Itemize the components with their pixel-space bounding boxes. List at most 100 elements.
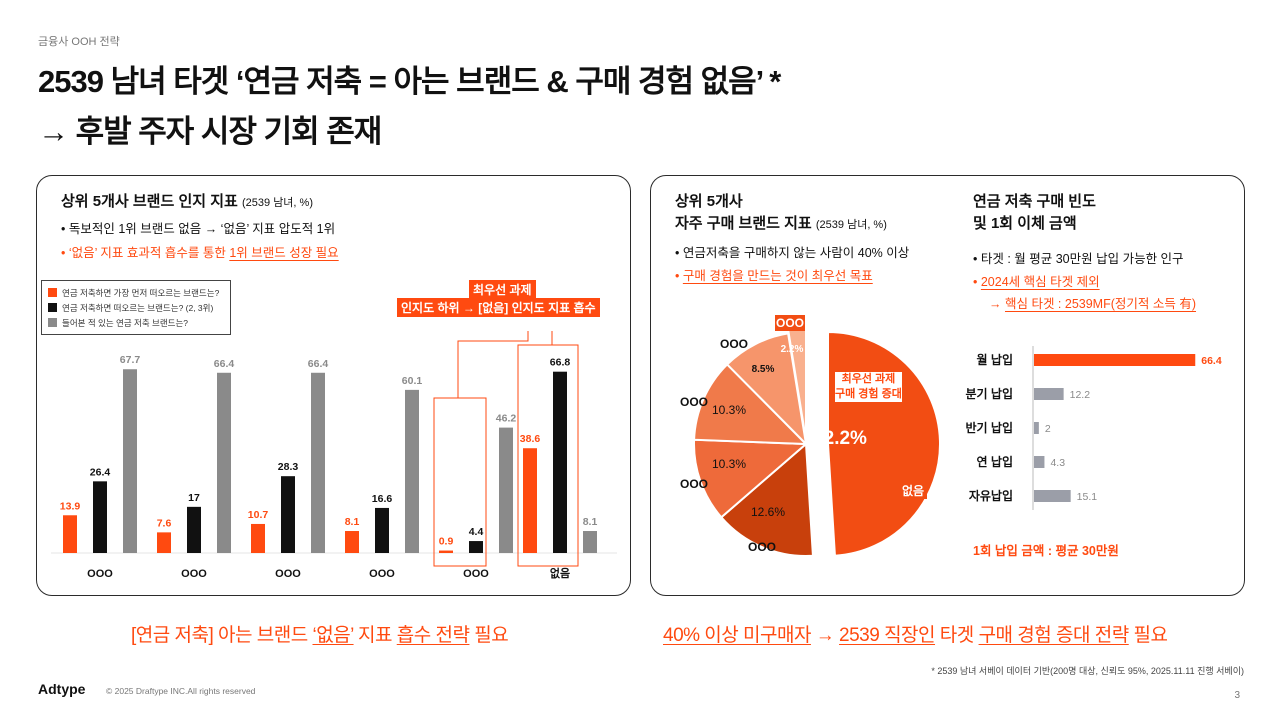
callout-line2: 인지도 하위 → [없음] 인지도 지표 흡수 [397,298,600,317]
hbar-1 [1034,354,1196,366]
bar-value-label: 0.9 [439,536,454,548]
page-title-line1: 2539 남녀 타겟 ‘연금 저축 = 아는 브랜드 & 구매 경험 없음’ * [38,64,781,99]
bar-1-5 [439,550,453,553]
bar-value-label: 16.6 [372,493,393,505]
legend-item-2: 연금 저축하면 떠오르는 브랜드는? (2, 3위) [48,300,224,315]
left-footer-prefix: [연금 저축] 아는 브랜드 [131,625,313,646]
pie-bullet-1: • 연금저축을 구매하지 않는 사람이 40% 이상 [675,246,910,260]
bar-category-label: OOO [463,568,489,580]
bar-value-label: 4.4 [469,526,484,538]
bar-2-3 [281,476,295,553]
bar-legend: 연금 저축하면 가장 먼저 떠오르는 브랜드는? 연금 저축하면 떠오르는 브랜… [41,280,231,335]
hbar-category-label: 분기 납입 [966,386,1014,401]
pie-callout-line1: 최우선 과제 [841,373,896,385]
pie-callout: 최우선 과제 구매 경험 증대 [835,372,902,402]
hbar-4 [1034,456,1045,468]
freq-title-line1: 연금 저축 구매 빈도 [973,193,1096,210]
bar-1-1 [63,515,77,553]
bar-value-label: 66.4 [214,358,235,370]
bar-value-label: 17 [188,492,200,504]
page-number: 3 [1234,690,1240,701]
hbar-category-label: 자유납입 [969,488,1013,503]
page-title-line2: → 후발 주자 시장 기회 존재 [38,114,382,149]
legend-item-1: 연금 저축하면 가장 먼저 떠오르는 브랜드는? [48,285,224,300]
bar-3-5 [499,427,513,553]
purchase-pie-chart: 42.2% 없음 12.6% OOO 10.3% OOO 10.3% OOO 8.5% OOO 2.… [680,315,941,557]
bar-2-5 [469,541,483,553]
right-footer-suffix: 필요 [1128,625,1168,646]
bar-value-label: 7.6 [157,517,172,529]
legend-swatch-gray [48,318,57,327]
hbar-value-label: 66.4 [1201,355,1222,367]
hbar-3 [1034,422,1039,434]
bar-value-label: 28.3 [278,461,299,473]
bar-value-label: 8.1 [583,516,598,528]
legend-item-3: 들어본 적 있는 연금 저축 브랜드는? [48,315,224,330]
pie-category-label: OOO [720,337,748,351]
bar-1-4 [345,531,359,553]
pie-label-bg [899,482,927,499]
pie-title-line1: 상위 5개사 [675,193,743,210]
hbar-value-label: 2 [1045,423,1051,435]
bar-value-label: 8.1 [345,516,360,528]
hbar-value-label: 12.2 [1070,389,1091,401]
right-footer-arrow: → [810,625,840,646]
hbar-category-label: 반기 납입 [966,420,1014,435]
freq-bullet-2: • 2024세 핵심 타겟 제외 [973,271,1100,290]
pie-value-label: 2.2% [781,344,804,355]
bar-category-label: OOO [181,568,207,580]
freq-bullet-2-prefix: • [973,275,981,289]
page-kicker: 금융사 OOH 전략 [38,36,120,48]
brand-awareness-card: 상위 5개사 브랜드 인지 지표 (2539 남녀, %) • 독보적인 1위 … [36,175,631,596]
callout-connector-left [457,331,529,398]
freq-title-line2: 및 1회 이체 금액 [973,215,1077,232]
freq-bullet-1: • 타겟 : 월 평균 30만원 납입 가능한 인구 [973,252,1184,266]
bar-1-3 [251,523,265,553]
pie-title-line2-text: 자주 구매 브랜드 지표 [675,215,812,232]
bar-category-label: OOO [275,568,301,580]
freq-bullet-3-prefix: → [989,297,1005,311]
pie-title-line2: 자주 구매 브랜드 지표 (2539 남녀, %) [675,212,887,233]
bar-1-6 [523,448,537,553]
pie-value-label: 10.3% [712,457,746,471]
bar-1-2 [157,532,171,553]
pie-category-label: OOO [776,316,804,330]
hbar-category-label: 월 납입 [977,352,1013,367]
bar-category-label: OOO [87,568,113,580]
left-bullet-1: • 독보적인 1위 브랜드 없음 → ‘없음’ 지표 압도적 1위 [61,222,336,236]
bar-value-label: 66.8 [550,357,571,369]
right-footer-emphasis-3: 구매 경험 증대 전략 [978,625,1130,646]
left-card-title-note: (2539 남녀, %) [242,197,313,209]
bar-2-2 [187,506,201,553]
bar-value-label: 60.1 [402,375,423,387]
freq-bullet-3: → 핵심 타겟 : 2539MF(정기적 소득 有) [989,293,1196,312]
purchase-frequency-chart: 월 납입 66.4 분기 납입 12.2 반기 납입 2 연 납입 4.3 자유납입 15.1 [966,346,1222,510]
highlight-box [517,344,579,567]
purchase-card: 상위 5개사 자주 구매 브랜드 지표 (2539 남녀, %) • 연금저축을… [650,175,1245,596]
left-card-title-text: 상위 5개사 브랜드 인지 지표 [61,193,238,210]
bar-value-label: 46.2 [496,413,517,425]
footnote: * 2539 남녀 서베이 데이터 기반(200명 대상, 신뢰도 95%, 2… [931,666,1244,676]
pie-bullet-2: • 구매 경험을 만드는 것이 최우선 목표 [675,265,873,284]
bar-3-2 [217,372,231,553]
legend-label-2: 연금 저축하면 떠오르는 브랜드는? (2, 3위) [62,302,214,313]
bar-value-label: 38.6 [520,433,541,445]
brand-awareness-bar-chart: 13.9 26.4 67.7 OOO 7.6 17 66.4 OOO 10.7 28.3 66.4 O… [51,331,617,580]
pie-value-label: 12.6% [751,505,785,519]
pie-callout-line2: 구매 경험 증대 [835,388,902,400]
bar-2-1 [93,481,107,553]
right-footer-emphasis-2: 2539 직장인 [839,625,936,646]
pie-category-label: OOO [680,477,708,491]
bar-2-4 [375,507,389,553]
legend-swatch-orange [48,288,57,297]
pie-category-label: OOO [680,395,708,409]
pie-category-label: 없음 [902,483,924,498]
left-bullet-2: • ‘없음’ 지표 효과적 흡수를 통한 1위 브랜드 성장 필요 [61,242,339,261]
hbar-value-label: 15.1 [1077,491,1098,503]
highlight-box [433,397,487,567]
left-footer-suffix: 필요 [469,625,509,646]
copyright: © 2025 Draftype INC.All rights reserved [106,686,256,696]
left-footer-mid: 지표 [353,625,397,646]
pie-label-bg [775,315,805,331]
pie-category-label: OOO [748,540,776,554]
